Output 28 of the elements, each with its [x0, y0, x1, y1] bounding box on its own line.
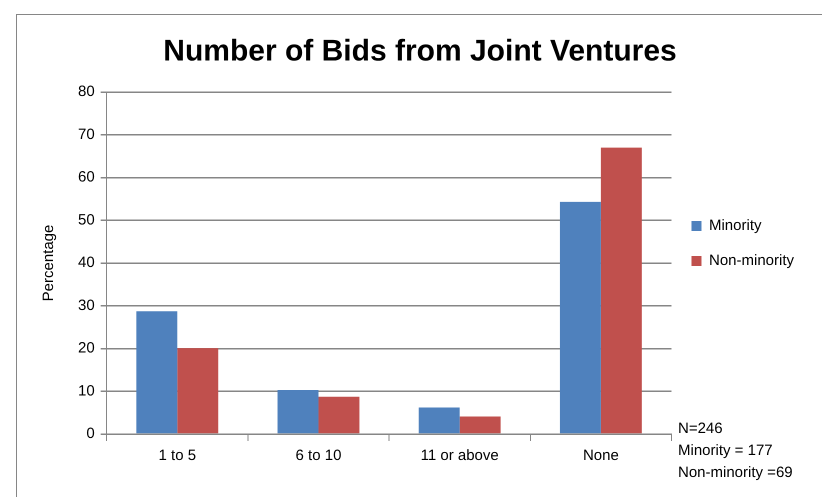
y-tick-label: 60: [78, 168, 95, 186]
text: N=246: [678, 419, 724, 439]
y-tick-label: 70: [78, 126, 95, 143]
y-axis-title: Percentage: [40, 224, 58, 302]
y-tick-label: 10: [78, 382, 95, 400]
bar: [318, 396, 360, 434]
x-tick-label: None: [582, 447, 619, 464]
y-tick-label: 80: [78, 83, 95, 100]
bar: [460, 416, 501, 434]
legend-label: Minority: [708, 217, 762, 234]
y-tick-label: 30: [78, 296, 95, 314]
y-tick-label: 40: [78, 254, 95, 272]
legend-label: Non-minority: [708, 252, 794, 270]
x-tick-label: 11 or above: [420, 447, 499, 464]
y-tick-label: 50: [78, 211, 95, 228]
bar: [418, 407, 460, 434]
bar: [600, 148, 642, 434]
x-tick-label: 6 to 10: [296, 447, 342, 464]
bar: [278, 390, 318, 434]
text: Minority = 177: [678, 441, 774, 461]
bar: [177, 348, 218, 434]
chart-title: Number of Bids from Joint Ventures: [163, 34, 677, 68]
y-tick-label: 0: [86, 425, 95, 442]
y-tick-label: 20: [78, 340, 95, 357]
x-tick-label: 1 to 5: [158, 447, 196, 464]
bar: [136, 311, 178, 434]
text: Non-minority =69: [678, 463, 793, 483]
bar: [560, 202, 601, 434]
